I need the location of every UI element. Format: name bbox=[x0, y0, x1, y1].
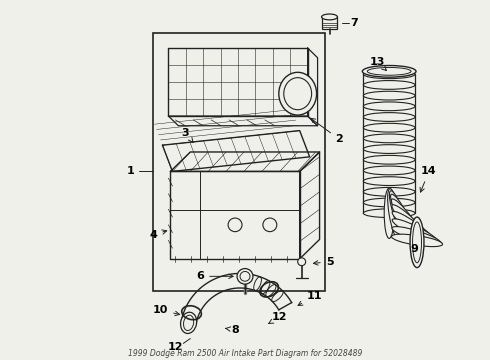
Ellipse shape bbox=[384, 188, 394, 238]
Text: 7: 7 bbox=[350, 18, 358, 28]
Ellipse shape bbox=[363, 81, 415, 89]
Bar bbox=[152, 33, 324, 291]
Text: 3: 3 bbox=[181, 127, 193, 143]
Ellipse shape bbox=[363, 198, 415, 207]
Ellipse shape bbox=[363, 70, 415, 78]
Ellipse shape bbox=[180, 312, 196, 333]
Text: 11: 11 bbox=[298, 291, 322, 306]
Ellipse shape bbox=[363, 156, 415, 164]
Ellipse shape bbox=[228, 218, 242, 231]
Text: 10: 10 bbox=[153, 305, 179, 316]
Ellipse shape bbox=[237, 269, 253, 284]
Ellipse shape bbox=[413, 222, 421, 263]
Ellipse shape bbox=[390, 191, 408, 239]
Ellipse shape bbox=[363, 188, 415, 196]
Ellipse shape bbox=[263, 218, 277, 231]
Ellipse shape bbox=[392, 199, 423, 240]
Ellipse shape bbox=[392, 211, 435, 242]
Ellipse shape bbox=[363, 102, 415, 111]
Ellipse shape bbox=[184, 315, 194, 330]
Text: 1999 Dodge Ram 2500 Air Intake Part Diagram for 52028489: 1999 Dodge Ram 2500 Air Intake Part Diag… bbox=[128, 349, 362, 358]
Ellipse shape bbox=[363, 91, 415, 100]
Ellipse shape bbox=[363, 113, 415, 121]
Text: 9: 9 bbox=[410, 244, 418, 254]
Text: 1: 1 bbox=[127, 166, 135, 176]
Ellipse shape bbox=[279, 72, 317, 115]
Ellipse shape bbox=[388, 189, 400, 239]
Ellipse shape bbox=[363, 209, 415, 217]
Text: 12: 12 bbox=[168, 342, 183, 352]
Ellipse shape bbox=[391, 194, 416, 239]
Ellipse shape bbox=[363, 134, 415, 143]
Ellipse shape bbox=[321, 14, 338, 20]
Ellipse shape bbox=[410, 217, 424, 267]
Text: 2: 2 bbox=[311, 118, 343, 144]
Ellipse shape bbox=[392, 219, 439, 243]
Text: 5: 5 bbox=[314, 257, 333, 267]
Text: 4: 4 bbox=[149, 230, 167, 239]
Ellipse shape bbox=[363, 123, 415, 132]
Ellipse shape bbox=[240, 271, 250, 281]
Ellipse shape bbox=[298, 258, 306, 266]
Ellipse shape bbox=[362, 66, 416, 77]
Ellipse shape bbox=[392, 234, 442, 247]
Text: 14: 14 bbox=[420, 166, 437, 192]
Ellipse shape bbox=[368, 67, 411, 75]
Text: 6: 6 bbox=[196, 271, 233, 282]
Ellipse shape bbox=[363, 166, 415, 175]
Ellipse shape bbox=[392, 205, 429, 241]
Bar bbox=[321, 17, 338, 28]
Text: 8: 8 bbox=[225, 325, 239, 335]
Ellipse shape bbox=[363, 177, 415, 185]
Ellipse shape bbox=[392, 226, 441, 245]
Ellipse shape bbox=[363, 145, 415, 153]
Text: 13: 13 bbox=[369, 57, 387, 71]
Text: 12: 12 bbox=[269, 312, 288, 323]
Ellipse shape bbox=[284, 78, 312, 110]
